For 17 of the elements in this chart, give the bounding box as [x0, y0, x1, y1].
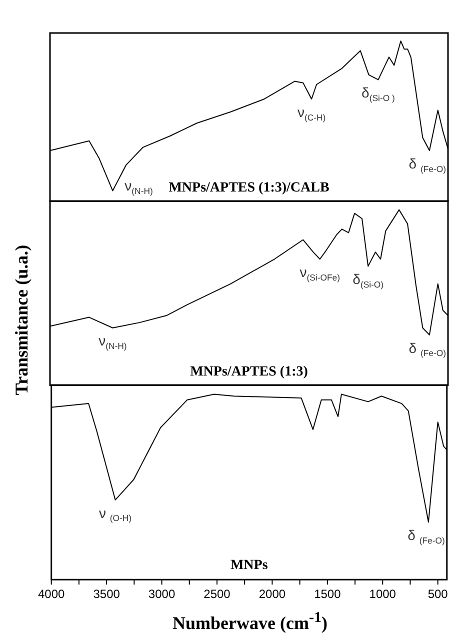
- x-tick-label: 500: [428, 587, 448, 602]
- x-axis-title: Numberwave (cm$^{-1}$): [172, 610, 328, 634]
- x-tick-label: 1500: [314, 587, 342, 602]
- annotation: MNPs/APTES (1:3): [190, 364, 308, 380]
- annotation: MNPs/APTES (1:3)/CALB: [168, 180, 330, 196]
- annotation: δ (Fe-O): [408, 527, 446, 546]
- x-tick-label: 4000: [38, 587, 66, 602]
- annotation: MNPs: [230, 558, 268, 574]
- x-tick-label: 3000: [148, 587, 176, 602]
- x-tick-label: 1000: [369, 587, 396, 602]
- y-axis-title: Transmitance (u.a.): [12, 244, 32, 396]
- annotation: δ (Fe-O): [408, 340, 446, 358]
- x-tick-label: 2000: [258, 587, 286, 602]
- annotation: ν (O-H): [99, 504, 132, 524]
- x-tick-label: 2500: [204, 587, 231, 602]
- annotation: δ (Fe-O): [408, 155, 446, 174]
- x-tick-label: 3500: [93, 587, 120, 602]
